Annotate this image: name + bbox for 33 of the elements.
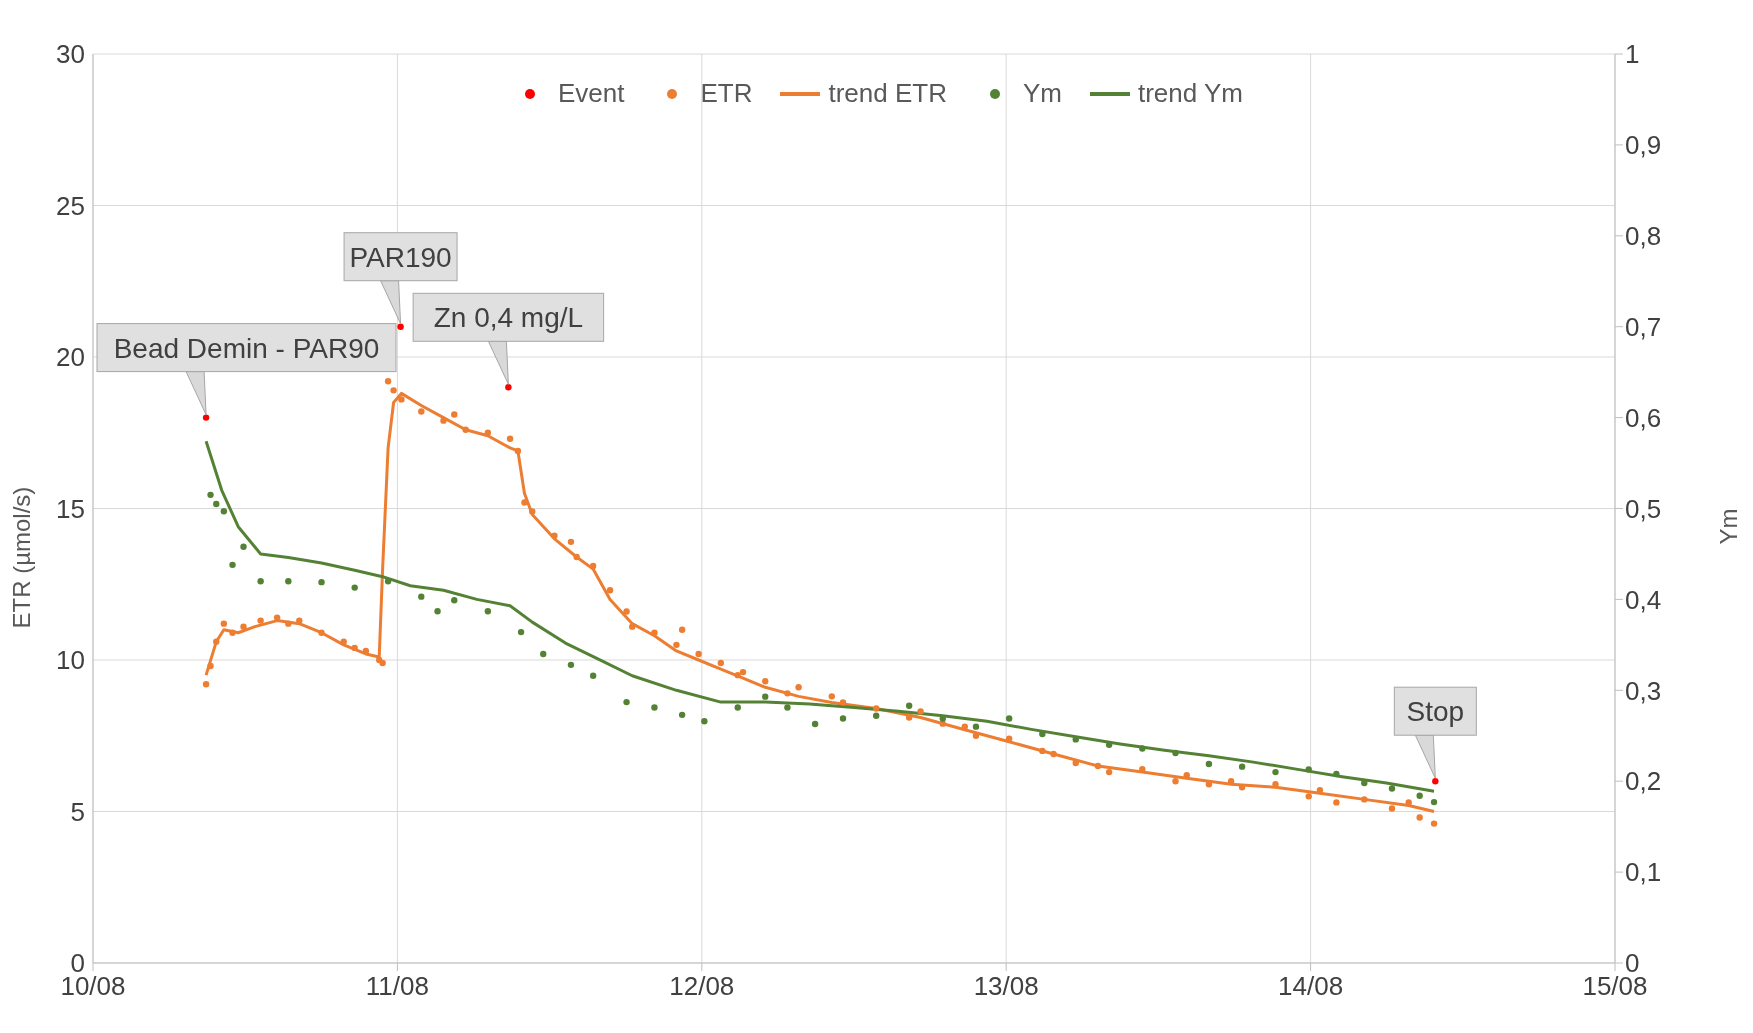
y2-tick-label: 0,7 (1625, 311, 1662, 342)
y2-axis-title: Ym (1714, 508, 1742, 545)
y-tick-label: 20 (56, 342, 85, 373)
y2-tick-label: 0,9 (1625, 130, 1662, 161)
x-tick-label: 12/08 (669, 971, 735, 1002)
y-tick-label: 15 (56, 493, 85, 524)
annotation: PAR190 (349, 241, 452, 273)
y2-tick-label: 0,5 (1625, 493, 1662, 524)
x-tick-label: 10/08 (60, 971, 126, 1002)
y2-tick-label: 0,3 (1625, 675, 1662, 706)
x-tick-label: 11/08 (365, 971, 429, 1002)
y2-tick-label: 0,6 (1625, 402, 1662, 433)
legend-label: trend ETR (828, 78, 947, 109)
annotation: Bead Demin - PAR90 (113, 332, 380, 364)
x-tick-label: 15/08 (1582, 971, 1648, 1002)
y-tick-label: 30 (56, 39, 85, 70)
x-tick-label: 14/08 (1278, 971, 1344, 1002)
y-tick-label: 25 (56, 190, 85, 221)
legend-label: trend Ym (1137, 78, 1243, 109)
legend-label: ETR (700, 78, 753, 109)
y2-tick-label: 0,1 (1625, 857, 1662, 888)
y2-tick-label: 0,8 (1625, 221, 1662, 252)
annotation: Stop (1406, 696, 1465, 728)
legend-label: Ym (1022, 78, 1062, 109)
y2-tick-label: 0,2 (1625, 766, 1662, 797)
x-tick-label: 13/08 (973, 971, 1039, 1002)
y2-tick-label: 1 (1625, 39, 1640, 70)
annotation: Zn 0,4 mg/L (433, 302, 584, 334)
y2-tick-label: 0,4 (1625, 584, 1662, 615)
y-tick-label: 10 (56, 645, 85, 676)
y-tick-label: 5 (70, 796, 85, 827)
y-axis-title: ETR (µmol/s) (7, 486, 35, 629)
legend-label: Event (557, 78, 625, 109)
